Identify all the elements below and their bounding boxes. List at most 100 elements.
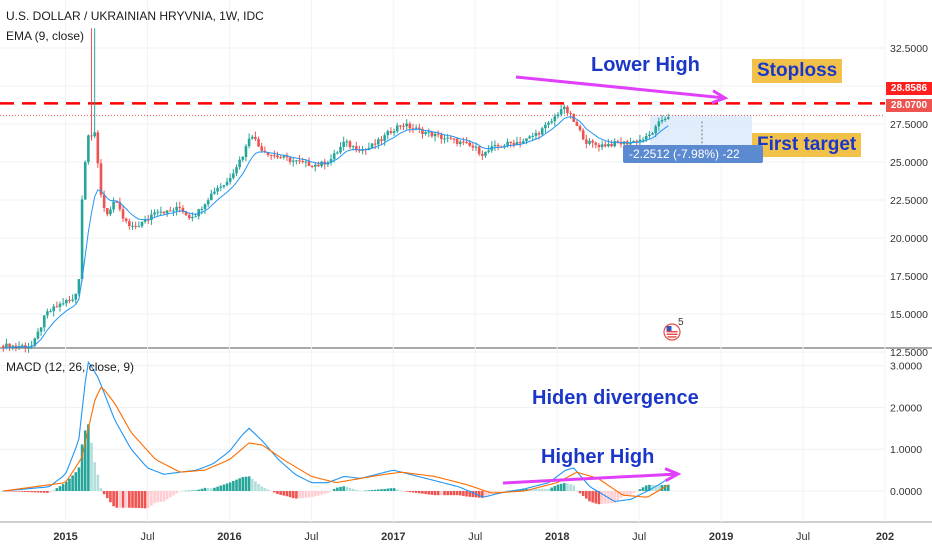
macd-histogram-bar (465, 491, 468, 497)
candle (197, 209, 200, 217)
candle (402, 125, 405, 127)
candle (424, 132, 427, 135)
macd-histogram-bar (600, 491, 604, 504)
macd-histogram-bar (383, 488, 386, 491)
candle (380, 139, 383, 141)
price-tick-label: 22.5000 (890, 195, 928, 207)
candle (632, 141, 635, 143)
candle (345, 141, 349, 143)
candle (102, 194, 106, 209)
candle (566, 106, 569, 114)
macd-histogram-bar (657, 485, 661, 491)
candle (436, 133, 440, 135)
macd-histogram-bar (121, 491, 125, 508)
candle (651, 133, 654, 135)
candle (336, 152, 339, 154)
candle (191, 217, 194, 219)
candle (5, 343, 8, 349)
candle (71, 299, 74, 301)
candle (254, 136, 257, 140)
macd-histogram-bar (42, 491, 46, 493)
macd-histogram-bar (150, 491, 153, 506)
macd-histogram-bar (424, 491, 427, 495)
macd-histogram-bar (506, 490, 509, 492)
macd-histogram-bar (71, 475, 74, 491)
candle (351, 146, 355, 148)
macd-histogram-bar (490, 491, 494, 494)
macd-histogram-bar (200, 488, 204, 491)
macd-histogram-bar (68, 478, 71, 491)
macd-histogram-bar (358, 490, 361, 492)
macd-histogram-bar (219, 485, 223, 491)
macd-histogram-bar (156, 491, 160, 503)
candle (509, 141, 513, 144)
macd-histogram-bar (392, 488, 396, 491)
candle (525, 138, 528, 142)
macd-histogram-bar (603, 491, 607, 504)
macd-histogram-bar (361, 490, 364, 492)
candle (257, 139, 260, 147)
candle (219, 186, 223, 188)
price-tick-label: 12.5000 (890, 347, 928, 359)
macd-histogram-bar (427, 491, 431, 495)
macd-histogram-bar (250, 478, 254, 491)
macd-tick-label: 1.0000 (890, 444, 922, 456)
candle (481, 153, 484, 156)
macd-histogram-bar (30, 491, 33, 493)
ema-legend: EMA (9, close) (6, 29, 85, 43)
macd-histogram-bar (559, 483, 563, 491)
macd-histogram-bar (351, 488, 355, 491)
candle (575, 121, 579, 126)
macd-histogram-bar (49, 491, 52, 493)
macd-histogram-bar (503, 491, 506, 492)
hidden-divergence-label: Hiden divergence (532, 387, 699, 409)
candle (503, 145, 506, 147)
candle (515, 142, 519, 145)
measure-box: -2.2512 (-7.98%) -22 (623, 145, 763, 163)
macd-histogram-bar (430, 491, 434, 495)
candle (178, 206, 182, 208)
time-tick-label: 2017 (381, 531, 405, 543)
candle (187, 215, 191, 219)
macd-histogram-bar (443, 491, 446, 496)
macd-histogram-bar (222, 484, 226, 491)
candle (153, 212, 156, 215)
macd-histogram-bar (197, 489, 200, 491)
candle (430, 131, 434, 137)
macd-histogram-bar (298, 491, 301, 499)
candle (455, 138, 459, 144)
macd-histogram-bar (471, 491, 475, 498)
macd-histogram-bar (622, 491, 626, 496)
stoploss-tag: Stoploss (752, 59, 843, 83)
candle (203, 204, 207, 210)
price-tick-label: 17.5000 (890, 271, 928, 283)
candle (386, 131, 390, 136)
candle (36, 331, 40, 339)
candle (285, 155, 289, 158)
macd-histogram-bar (455, 491, 459, 496)
candle (90, 135, 93, 137)
broadcast-badge-icon[interactable]: 5 (663, 317, 685, 341)
candle (247, 138, 251, 147)
macd-histogram-bar (209, 488, 213, 491)
macd-histogram-bar (540, 488, 544, 491)
candle (427, 131, 431, 133)
macd-histogram-bar (575, 490, 579, 492)
macd-histogram-bar (24, 491, 27, 492)
candle (550, 121, 553, 123)
macd-histogram-bar (562, 483, 566, 491)
candle (206, 200, 210, 205)
macd-histogram-bar (216, 486, 219, 491)
macd-histogram-bar (102, 491, 106, 495)
candle (228, 178, 232, 182)
macd-histogram-bar (93, 462, 96, 491)
candle (55, 306, 59, 308)
macd-histogram-bar (484, 491, 487, 497)
candle (635, 141, 639, 143)
candle (276, 155, 279, 158)
macd-histogram-bar (153, 491, 156, 504)
candle (663, 118, 667, 121)
candle (241, 156, 245, 160)
candle (184, 212, 188, 216)
macd-histogram-bar (332, 488, 336, 491)
